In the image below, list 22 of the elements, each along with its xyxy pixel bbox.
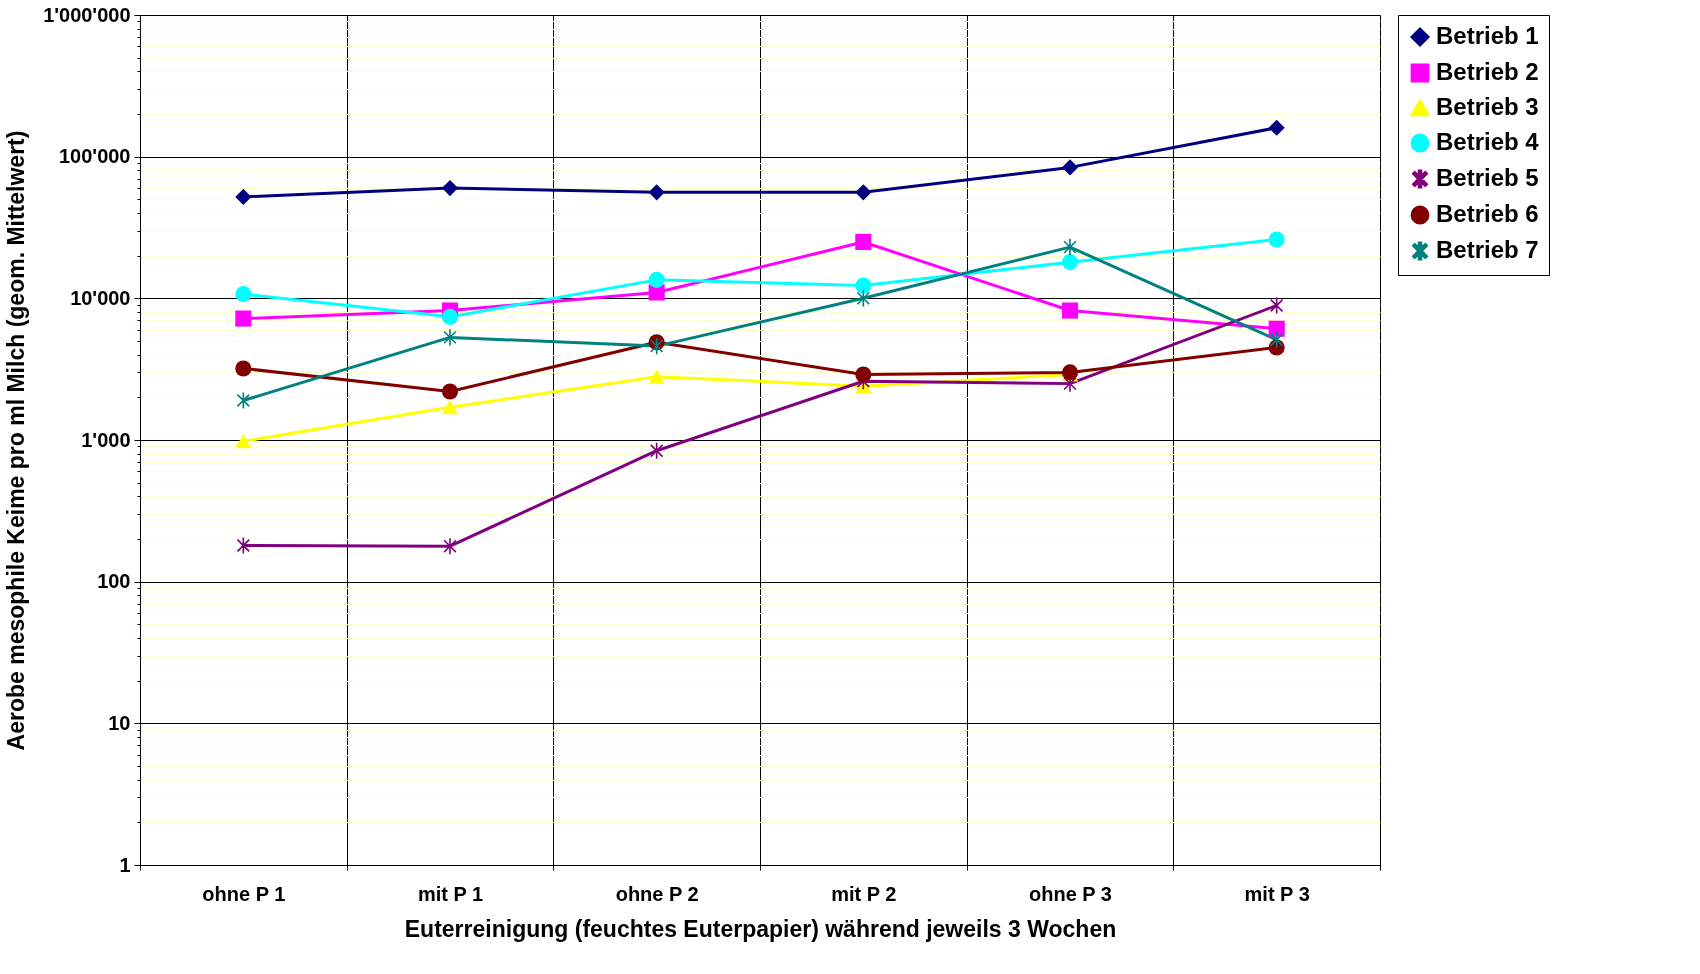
y-tick-label: 1'000'000 xyxy=(43,3,131,26)
x-tick-label: ohne P 2 xyxy=(615,882,699,905)
y-axis-title: Aerobe mesophile Keime pro ml Milch (geom. Mittelwert) xyxy=(3,130,30,751)
y-tick-label: 10 xyxy=(108,711,131,734)
y-tick-label: 10'000 xyxy=(70,286,131,309)
x-tick-label: mit P 3 xyxy=(1244,882,1310,905)
y-tick-label: 100 xyxy=(97,570,131,593)
legend-label: Betrieb 3 xyxy=(1436,93,1539,120)
legend-label: Betrieb 4 xyxy=(1436,128,1540,155)
x-tick-label: mit P 2 xyxy=(831,882,897,905)
x-tick-label: ohne P 3 xyxy=(1029,882,1112,905)
x-tick-label: mit P 1 xyxy=(417,882,484,905)
x-axis-title: Euterreinigung (feuchtes Euterpapier) während jeweils 3 Wochen xyxy=(404,915,1117,942)
legend-label: Betrieb 5 xyxy=(1436,164,1539,191)
legend-label: Betrieb 7 xyxy=(1436,236,1539,263)
legend-label: Betrieb 1 xyxy=(1436,22,1539,49)
legend-label: Betrieb 2 xyxy=(1436,58,1539,85)
x-tick-label: ohne P 1 xyxy=(202,882,286,905)
y-tick-label: 1 xyxy=(119,853,131,876)
y-tick-label: 1'000 xyxy=(81,428,131,451)
y-tick-label: 100'000 xyxy=(59,145,131,168)
legend-label: Betrieb 6 xyxy=(1436,200,1539,227)
